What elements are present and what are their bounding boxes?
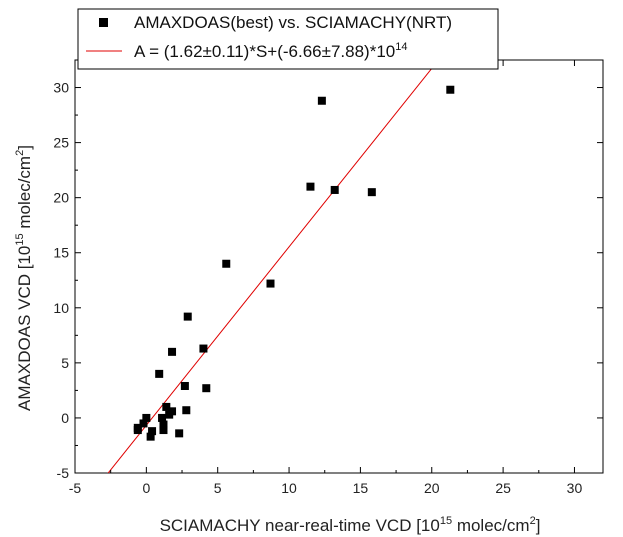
y-tick-label: 25 xyxy=(53,135,69,151)
x-tick-label: 10 xyxy=(281,480,297,496)
x-tick-label: 25 xyxy=(495,480,511,496)
data-point xyxy=(146,432,155,441)
data-point xyxy=(133,426,142,435)
data-point xyxy=(317,96,326,105)
y-tick-label: 20 xyxy=(53,190,69,206)
y-tick-label: 10 xyxy=(53,300,69,316)
x-tick-label: 5 xyxy=(214,480,222,496)
data-point xyxy=(165,410,174,419)
y-tick-label: 5 xyxy=(61,355,69,371)
x-tick-label: 20 xyxy=(424,480,440,496)
data-point xyxy=(330,185,339,194)
data-point xyxy=(175,429,184,438)
legend: AMAXDOAS(best) vs. SCIAMACHY(NRT) A = (1… xyxy=(77,8,499,70)
x-axis-title: SCIAMACHY near-real-time VCD [1015 molec… xyxy=(160,515,541,535)
data-point xyxy=(168,347,177,356)
data-point xyxy=(202,384,211,393)
x-tick-label: 15 xyxy=(353,480,369,496)
y-tick-label: 30 xyxy=(53,80,69,96)
legend-scatter-label: AMAXDOAS(best) vs. SCIAMACHY(NRT) xyxy=(134,13,452,32)
y-tick-label: -5 xyxy=(57,465,70,481)
data-point xyxy=(162,402,171,411)
data-point xyxy=(306,182,315,191)
x-tick-label: 30 xyxy=(567,480,583,496)
data-point xyxy=(367,188,376,197)
y-tick-label: 15 xyxy=(53,245,69,261)
y-tick-label: 0 xyxy=(61,410,69,426)
axis-ticks: -5 0 5 10 15 20 25 30 -5 0 5 10 15 20 25 30 xyxy=(53,60,603,496)
data-point xyxy=(159,420,168,429)
data-points xyxy=(133,85,455,441)
x-tick-label: -5 xyxy=(69,480,82,496)
legend-fit-label: A = (1.62±0.11)*S+(-6.66±7.88)*1014 xyxy=(134,41,407,61)
legend-marker-square xyxy=(99,18,108,27)
data-point xyxy=(182,406,191,415)
legend-box xyxy=(77,8,499,70)
x-tick-label: 0 xyxy=(142,480,150,496)
data-point xyxy=(266,279,275,288)
plot-frame xyxy=(74,59,604,474)
data-point xyxy=(158,413,167,422)
data-point xyxy=(183,312,192,321)
y-axis-title: AMAXDOAS VCD [1015 molec/cm2] xyxy=(14,145,34,411)
data-point xyxy=(222,259,231,268)
data-point xyxy=(446,85,455,94)
data-point xyxy=(155,369,164,378)
data-point xyxy=(148,427,157,436)
data-point xyxy=(180,381,189,390)
data-point xyxy=(199,344,208,353)
data-point xyxy=(159,426,168,435)
data-point xyxy=(142,413,151,422)
data-point xyxy=(139,419,148,428)
